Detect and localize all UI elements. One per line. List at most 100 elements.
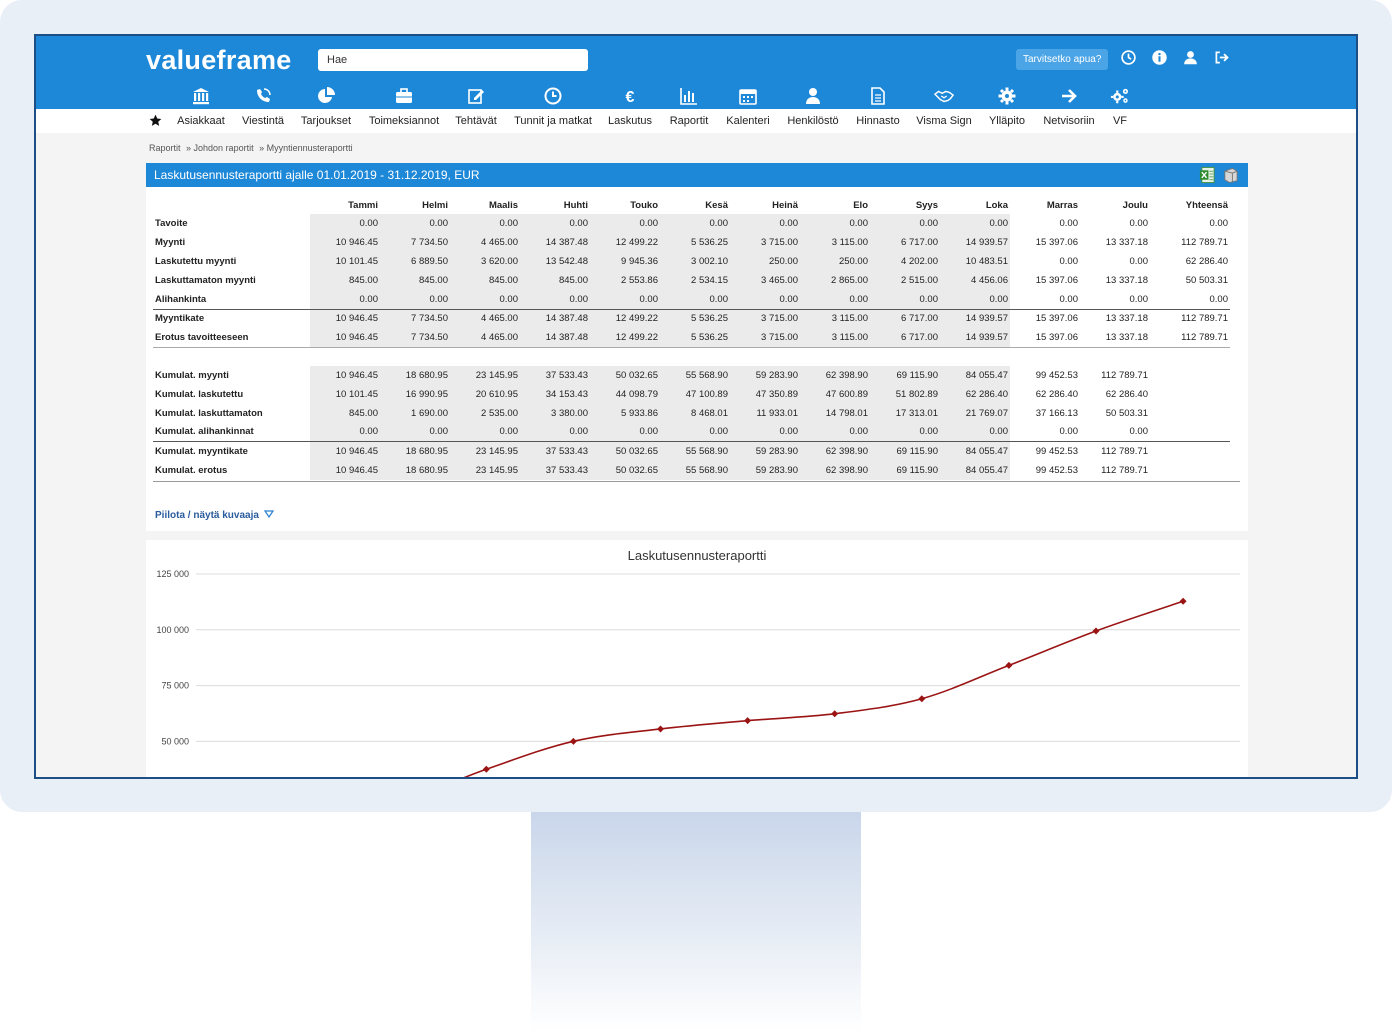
table-cell: 10 101.45: [310, 252, 380, 271]
table-cell: 7 734.50: [380, 233, 450, 252]
table-row: Myynti 10 946.45 7 734.50 4 465.00 14 387.48…: [153, 233, 1230, 252]
handshake-icon[interactable]: [933, 86, 955, 108]
data-point[interactable]: [482, 765, 490, 773]
data-point[interactable]: [1005, 661, 1013, 669]
table-cell: 0.00: [730, 290, 800, 309]
bank-icon[interactable]: [190, 86, 212, 108]
gears-icon[interactable]: [1109, 86, 1131, 108]
app-logo[interactable]: valueframe: [146, 45, 292, 75]
table-cell: 62 286.40: [940, 384, 1010, 404]
nav-laskutus[interactable]: Laskutus: [607, 115, 653, 127]
table-cell: 112 789.71: [1181, 331, 1228, 343]
table-cell: 0.00: [940, 214, 1010, 233]
calendar-icon[interactable]: [737, 86, 759, 108]
table-cell: 0.00: [450, 214, 520, 233]
briefcase-icon[interactable]: [393, 86, 415, 108]
data-point[interactable]: [569, 737, 577, 745]
pie-chart-icon[interactable]: [315, 86, 337, 108]
nav-tarjoukset[interactable]: Tarjoukset: [300, 115, 352, 127]
row-label: Erotus tavoitteeseen: [155, 331, 249, 343]
nav-asiakkaat[interactable]: Asiakkaat: [177, 115, 225, 127]
table-cell: 3 715.00: [730, 233, 800, 252]
table-cell: 18 680.95: [380, 460, 450, 480]
toggle-chart-link[interactable]: Piilota / näytä kuvaaja: [155, 510, 275, 521]
table-cell: 11 933.01: [730, 403, 800, 423]
nav-visma-sign[interactable]: Visma Sign: [916, 115, 972, 127]
help-button[interactable]: Tarvitsetko apua?: [1016, 49, 1109, 70]
table-cell: 0.00: [380, 290, 450, 309]
nav-yllapito[interactable]: Ylläpito: [988, 115, 1026, 127]
table-cell: 16 990.95: [380, 384, 450, 404]
logout-icon[interactable]: [1213, 49, 1230, 66]
data-point[interactable]: [831, 710, 839, 718]
main-nav: Asiakkaat Viestintä Tarjoukset Toimeksia…: [36, 109, 1356, 133]
table-cell: 15 397.06: [1035, 237, 1078, 248]
table-cell: 0.00: [870, 214, 940, 233]
table-cell: 112 789.71: [1150, 308, 1230, 328]
table-cell: 14 387.48: [520, 328, 590, 347]
profile-icon[interactable]: [1182, 49, 1199, 66]
search-input[interactable]: [318, 49, 588, 71]
breadcrumb-johdon-raportit[interactable]: » Johdon raportit: [186, 143, 254, 153]
user-icon[interactable]: [802, 86, 824, 108]
table-cell: 47 100.89: [660, 384, 730, 404]
gap-cell: [153, 348, 1230, 366]
phone-icon[interactable]: [252, 86, 274, 108]
bar-chart-icon[interactable]: [678, 86, 700, 108]
table-cell: 845.00: [450, 271, 520, 290]
nav-hinnasto[interactable]: Hinnasto: [856, 115, 900, 127]
document-icon[interactable]: [867, 86, 889, 108]
clock-icon[interactable]: [542, 86, 564, 108]
table-cell: 6 717.00: [870, 233, 940, 252]
table-cell: 10 946.45: [310, 460, 380, 480]
data-point[interactable]: [1179, 597, 1187, 605]
nav-icon-row: €: [36, 86, 1356, 108]
header-label-cell: [153, 196, 310, 214]
column-header: Loka: [985, 199, 1008, 211]
gear-icon[interactable]: [996, 86, 1018, 108]
table-cell: 845.00: [310, 271, 380, 290]
table-cell: 0.00: [310, 422, 380, 442]
arrow-right-icon[interactable]: [1058, 86, 1080, 108]
data-point[interactable]: [918, 695, 926, 703]
breadcrumb-raportit[interactable]: Raportit: [149, 143, 181, 153]
table-cell: 0.00: [730, 422, 800, 442]
data-point[interactable]: [1092, 627, 1100, 635]
data-point[interactable]: [657, 725, 664, 733]
table-gap: [153, 348, 1230, 366]
table-cell: 0.00: [1129, 293, 1149, 305]
row-label: Laskuttamaton myynti: [155, 275, 256, 286]
nav-tunnit-ja-matkat[interactable]: Tunnit ja matkat: [514, 115, 592, 127]
table-cell: 50 032.65: [590, 365, 660, 385]
table-cell: 10 946.45: [310, 308, 380, 328]
table-row: Kumulat. myyntikate 10 946.45 18 680.95 23 …: [153, 441, 1230, 461]
table-cell: 3 115.00: [800, 308, 870, 328]
nav-kalenteri[interactable]: Kalenteri: [726, 115, 770, 127]
excel-export-icon[interactable]: [1199, 166, 1216, 184]
data-point[interactable]: [744, 717, 752, 725]
history-clock-icon[interactable]: [1120, 49, 1137, 66]
edit-icon[interactable]: [465, 86, 487, 108]
nav-tehtavat[interactable]: Tehtävät: [455, 115, 497, 127]
favorites-star-icon[interactable]: [149, 114, 162, 127]
table-cell: 99 452.53: [1035, 464, 1078, 476]
table-cell: 44 098.79: [590, 384, 660, 404]
print-export-icon[interactable]: [1222, 166, 1239, 184]
nav-viestinta[interactable]: Viestintä: [242, 115, 284, 127]
nav-vf[interactable]: VF: [1112, 115, 1128, 127]
euro-icon[interactable]: €: [619, 86, 641, 108]
table-cell: 55 568.90: [660, 441, 730, 461]
table-cell: 6 717.00: [870, 328, 940, 347]
table-cell: 0.00: [380, 422, 450, 442]
table-cell: 59 283.90: [730, 365, 800, 385]
table-cell: 0.00: [1209, 293, 1229, 305]
table-cell: 112 789.71: [1181, 237, 1228, 248]
nav-netvisoriin[interactable]: Netvisoriin: [1043, 115, 1095, 127]
info-icon[interactable]: [1151, 49, 1168, 66]
table-cell: 0.00: [310, 214, 380, 233]
nav-raportit[interactable]: Raportit: [669, 115, 709, 127]
nav-henkilosto[interactable]: Henkilöstö: [787, 115, 839, 127]
nav-toimeksiannot[interactable]: Toimeksiannot: [368, 115, 440, 127]
table-cell: 3 380.00: [520, 403, 590, 423]
